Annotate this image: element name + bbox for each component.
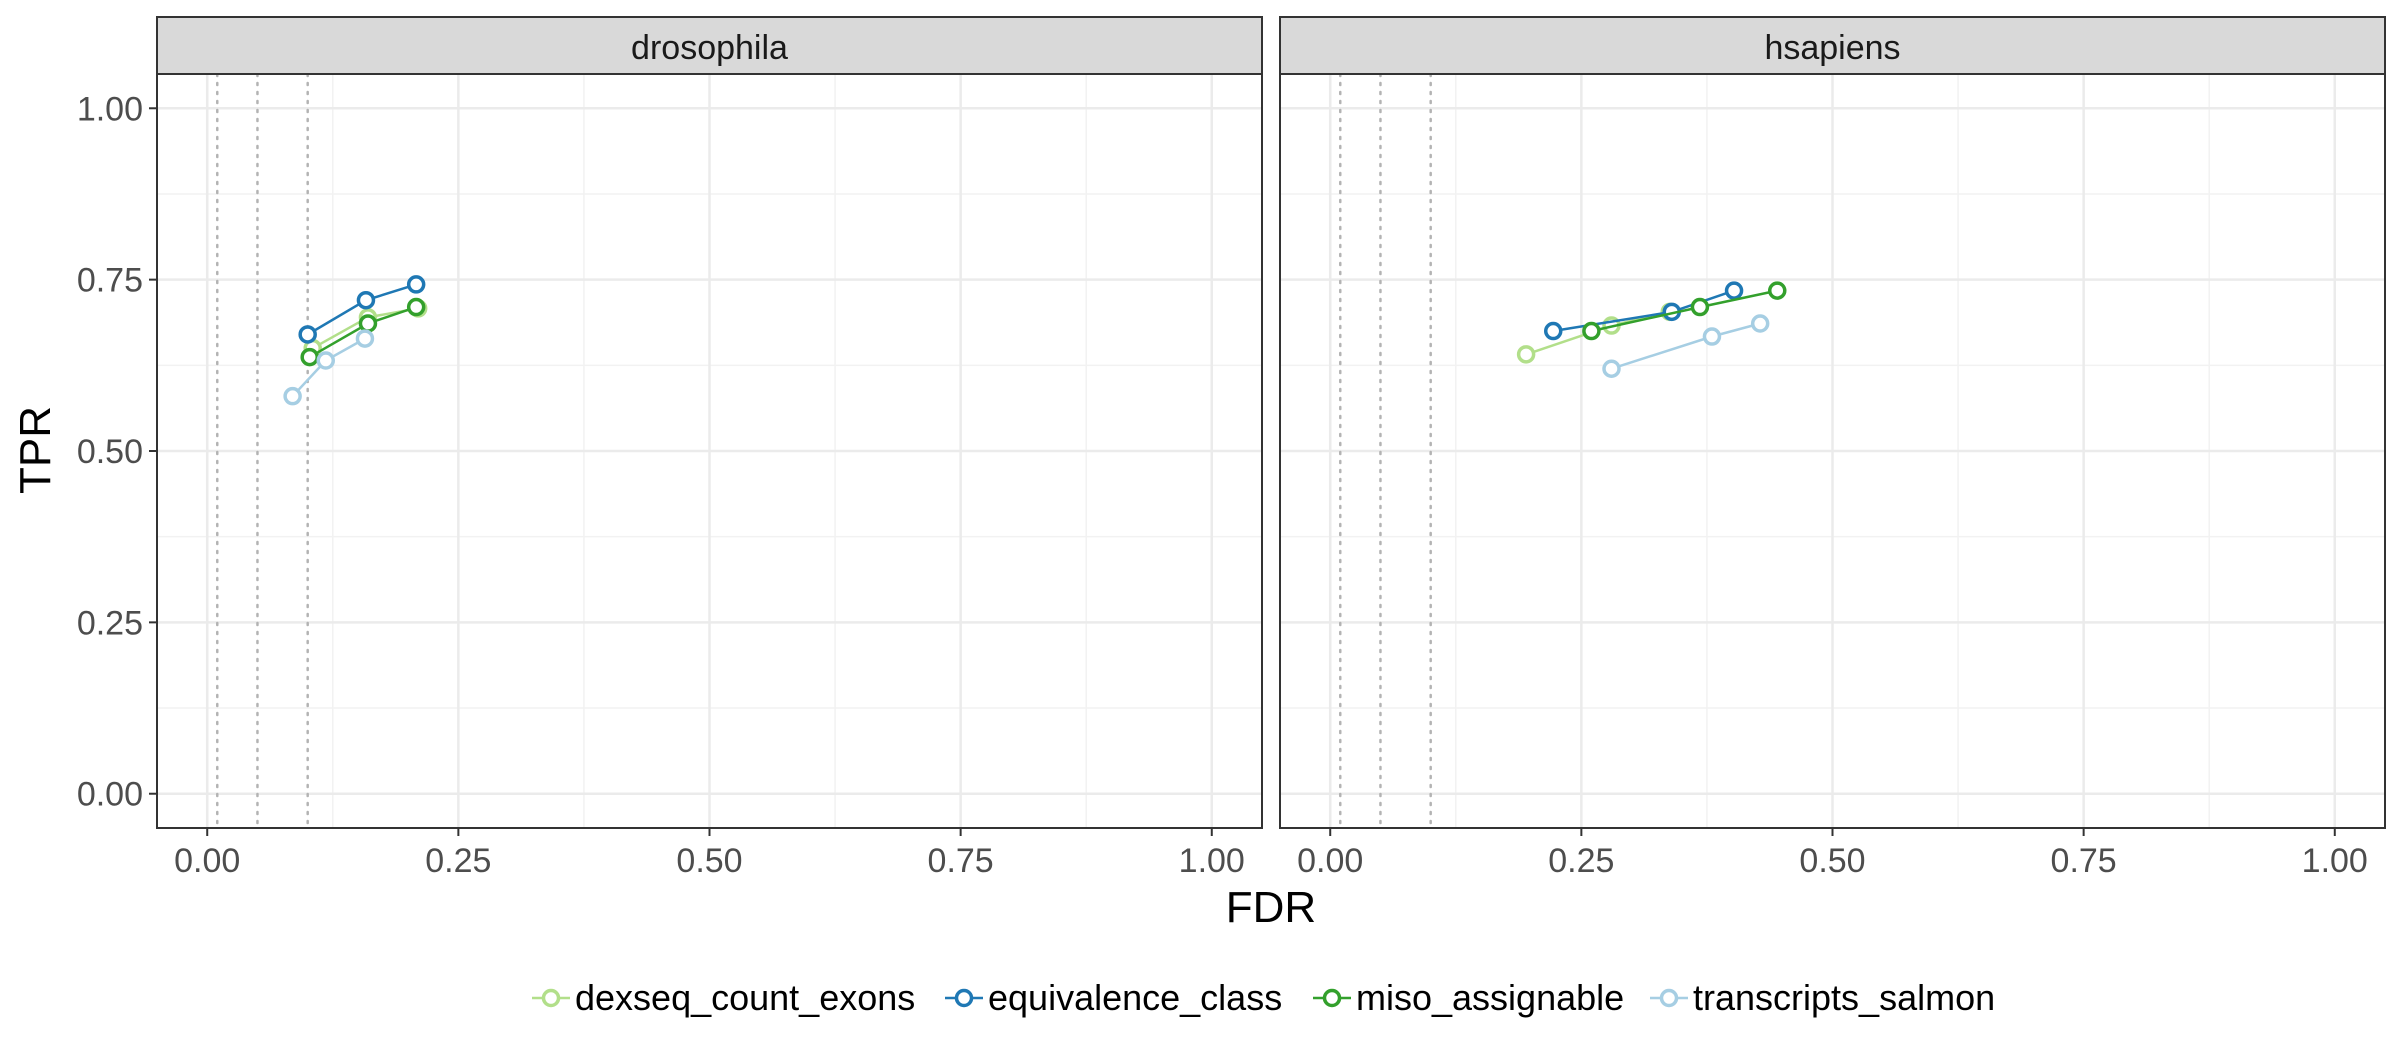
legend: dexseq_count_exons equivalence_class miso_… (532, 977, 1995, 1018)
x-tick-label: 0.25 (425, 842, 491, 880)
data-point (1543, 321, 1563, 341)
series-equivalence_class (298, 275, 426, 344)
x-tick-label: 0.25 (1548, 842, 1614, 880)
data-point (406, 275, 426, 294)
y-tick-label: 0.25 (77, 604, 143, 642)
x-axis-label: FDR (1226, 883, 1316, 932)
data-point (1690, 297, 1710, 317)
series-transcripts_salmon (1602, 314, 1770, 378)
data-point (1582, 321, 1601, 341)
data-point (406, 297, 426, 317)
legend-label: transcripts_salmon (1693, 977, 1995, 1018)
y-tick-label: 0.00 (77, 776, 143, 814)
data-point (1702, 327, 1722, 346)
series-miso_assignable (1582, 281, 1787, 341)
legend-label: equivalence_class (988, 977, 1282, 1018)
legend-label: miso_assignable (1356, 977, 1624, 1018)
x-tick-label: 1.00 (1179, 842, 1245, 880)
y-tick-label: 0.50 (77, 433, 143, 471)
data-point (300, 347, 319, 367)
legend-key-point (954, 988, 974, 1008)
data-point (1516, 345, 1536, 364)
y-tick-label: 1.00 (77, 90, 143, 128)
data-point (1724, 281, 1744, 300)
facet-strip (1279, 16, 2386, 75)
data-point (1750, 314, 1770, 333)
data-point (283, 386, 302, 406)
legend-item-dexseq_count_exons: dexseq_count_exons (532, 977, 915, 1018)
facet-strip (156, 16, 1263, 75)
x-tick-label: 1.00 (2302, 842, 2368, 880)
y-axis-label: TPR (11, 406, 60, 494)
x-tick-label: 0.00 (174, 842, 240, 880)
panel-drosophila: drosophila 0.00 0.25 0.50 0.75 1.00 0.00 0.25 0.… (77, 16, 1263, 880)
data-point (316, 351, 336, 370)
facet-title: hsapiens (1764, 29, 1900, 67)
legend-item-transcripts_salmon: transcripts_salmon (1650, 977, 1995, 1018)
data-point (355, 329, 375, 348)
legend-item-equivalence_class: equivalence_class (945, 977, 1282, 1018)
facet-title: drosophila (631, 29, 788, 67)
y-tick-label: 0.75 (77, 262, 143, 300)
x-tick-label: 0.50 (1799, 842, 1865, 880)
legend-key-point (1659, 988, 1679, 1008)
data-point (356, 290, 376, 310)
legend-item-miso_assignable: miso_assignable (1313, 977, 1624, 1018)
data-point (1602, 359, 1621, 378)
panels: drosophila 0.00 0.25 0.50 0.75 1.00 0.00 0.25 0.… (77, 16, 2386, 880)
legend-label: dexseq_count_exons (575, 977, 915, 1018)
data-point (1768, 281, 1787, 300)
x-tick-label: 0.00 (1297, 842, 1363, 880)
legend-key-point (1322, 988, 1342, 1008)
x-tick-label: 0.50 (676, 842, 742, 880)
series-transcripts_salmon (283, 329, 375, 406)
data-point (358, 314, 378, 333)
x-tick-label: 0.75 (928, 842, 994, 880)
series-miso_assignable (300, 297, 426, 367)
panel-hsapiens: hsapiens 0.00 0.25 0.50 0.75 1.00 (1279, 16, 2386, 880)
legend-key-point (541, 988, 561, 1008)
data-point (298, 325, 317, 344)
x-tick-label: 0.75 (2051, 842, 2117, 880)
